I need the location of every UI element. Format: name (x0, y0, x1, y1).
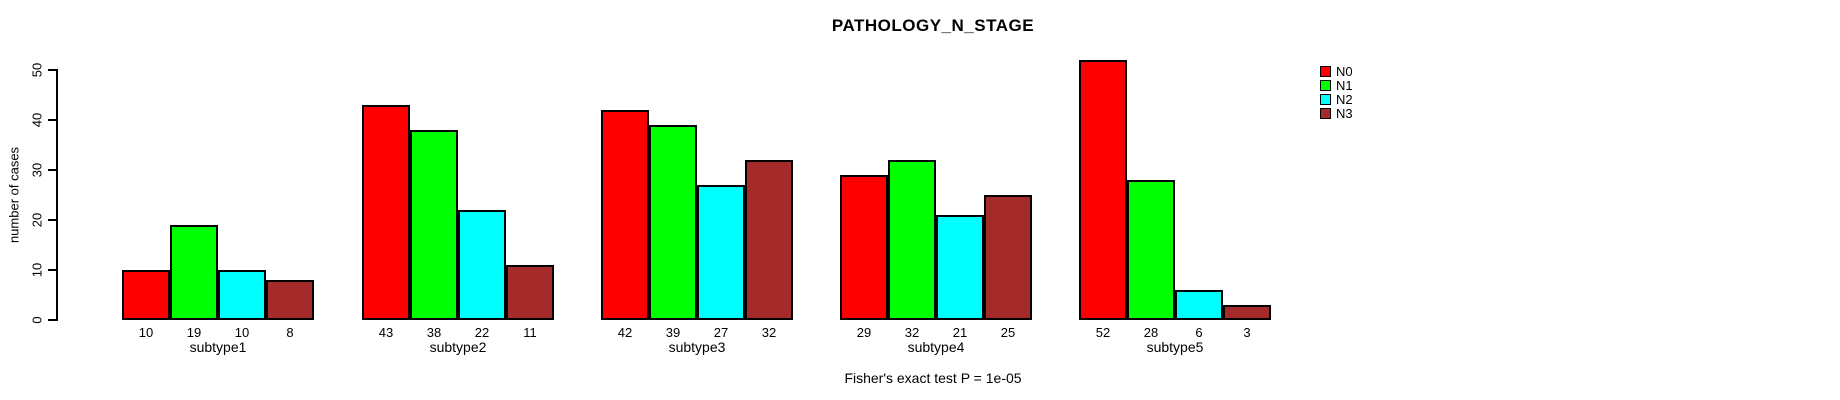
bar-value-label: 8 (286, 325, 294, 340)
bar-value-label: 11 (523, 325, 537, 340)
chart-title: PATHOLOGY_N_STAGE (831, 16, 1035, 35)
bar-N2-subtype5 (1175, 290, 1223, 320)
bar-value-label: 32 (761, 325, 777, 340)
bar-N3-subtype5 (1223, 305, 1271, 320)
y-axis-tick-label: 40 (29, 112, 45, 128)
bar-value-label: 25 (1000, 325, 1016, 340)
y-axis (56, 69, 58, 321)
category-label-subtype2: subtype2 (429, 339, 487, 355)
legend-item-N2: N2 (1320, 92, 1353, 107)
bar-value-label: 43 (378, 325, 394, 340)
bar-N1-subtype4 (888, 160, 936, 320)
bar-N1-subtype3 (649, 125, 697, 320)
bar-value-label: 10 (138, 325, 154, 340)
legend-label: N3 (1336, 106, 1353, 121)
bar-N1-subtype2 (410, 130, 458, 320)
legend-swatch-icon (1320, 108, 1331, 119)
y-axis-label: number of cases (6, 146, 22, 244)
bar-value-label: 42 (617, 325, 633, 340)
y-axis-tick-label: 30 (29, 162, 45, 178)
legend-swatch-icon (1320, 66, 1331, 77)
legend: N0 N1 N2 N3 (1320, 64, 1353, 122)
y-axis-tick-label: 0 (29, 316, 45, 324)
bar-N0-subtype5 (1079, 60, 1127, 320)
y-axis-tick (48, 219, 56, 221)
bar-value-label: 39 (665, 325, 681, 340)
bar-N1-subtype5 (1127, 180, 1175, 320)
category-label-subtype4: subtype4 (907, 339, 965, 355)
bar-value-label: 19 (186, 325, 202, 340)
legend-swatch-icon (1320, 80, 1331, 91)
bar-value-label: 22 (474, 325, 490, 340)
bar-value-label: 21 (952, 325, 968, 340)
bar-N3-subtype1 (266, 280, 314, 320)
bar-value-label: 32 (904, 325, 920, 340)
bar-value-label: 10 (234, 325, 250, 340)
legend-swatch-icon (1320, 94, 1331, 105)
y-axis-tick (48, 119, 56, 121)
y-axis-tick (48, 69, 56, 71)
bar-N2-subtype3 (697, 185, 745, 320)
fisher-test-annotation: Fisher's exact test P = 1e-05 (844, 370, 1022, 386)
bar-value-label: 27 (713, 325, 729, 340)
bar-value-label: 28 (1143, 325, 1159, 340)
y-axis-tick (48, 269, 56, 271)
category-label-subtype5: subtype5 (1146, 339, 1204, 355)
bar-N2-subtype2 (458, 210, 506, 320)
bar-value-label: 38 (426, 325, 442, 340)
y-axis-tick-label: 10 (29, 262, 45, 278)
bar-N3-subtype4 (984, 195, 1032, 320)
bar-N2-subtype4 (936, 215, 984, 320)
bar-value-label: 3 (1243, 325, 1251, 340)
bar-N3-subtype3 (745, 160, 793, 320)
legend-label: N1 (1336, 78, 1353, 93)
y-axis-tick-label: 50 (29, 62, 45, 78)
bar-value-label: 6 (1195, 325, 1203, 340)
bar-value-label: 52 (1095, 325, 1111, 340)
bar-N0-subtype4 (840, 175, 888, 320)
bar-N2-subtype1 (218, 270, 266, 320)
legend-item-N3: N3 (1320, 106, 1353, 121)
bar-N0-subtype2 (362, 105, 410, 320)
legend-label: N0 (1336, 64, 1353, 79)
bar-N3-subtype2 (506, 265, 554, 320)
y-axis-tick-label: 20 (29, 212, 45, 228)
legend-label: N2 (1336, 92, 1353, 107)
bar-N1-subtype1 (170, 225, 218, 320)
legend-item-N0: N0 (1320, 64, 1353, 79)
bar-N0-subtype3 (601, 110, 649, 320)
category-label-subtype3: subtype3 (668, 339, 726, 355)
category-label-subtype1: subtype1 (189, 339, 247, 355)
bar-value-label: 29 (856, 325, 872, 340)
y-axis-tick (48, 319, 56, 321)
bar-N0-subtype1 (122, 270, 170, 320)
legend-item-N1: N1 (1320, 78, 1353, 93)
y-axis-tick (48, 169, 56, 171)
